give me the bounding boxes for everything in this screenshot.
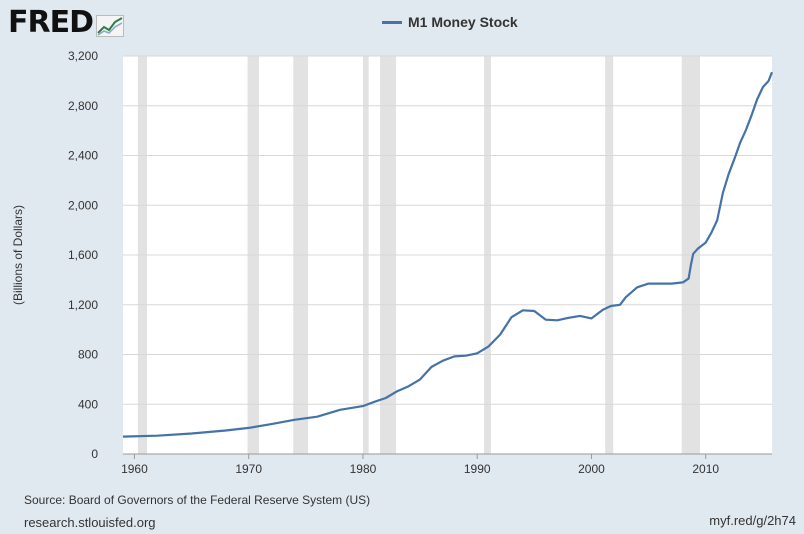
y-tick-label: 1,200 xyxy=(68,298,98,312)
y-tick-label: 2,000 xyxy=(68,198,98,212)
source-note: Source: Board of Governors of the Federa… xyxy=(24,493,371,507)
chart-legend: M1 Money Stock xyxy=(382,14,518,30)
y-tick-label: 1,600 xyxy=(68,248,98,262)
legend-swatch xyxy=(382,20,402,24)
logo-text: FRED xyxy=(8,5,94,40)
y-tick-label: 400 xyxy=(78,397,98,411)
site-link[interactable]: research.stlouisfed.org xyxy=(24,515,156,530)
y-tick-label: 2,400 xyxy=(68,149,98,163)
x-tick-label: 1990 xyxy=(464,462,491,476)
x-tick-label: 1960 xyxy=(121,462,148,476)
x-tick-label: 1980 xyxy=(350,462,377,476)
fred-logo[interactable]: FRED xyxy=(8,6,124,40)
y-tick-label: 800 xyxy=(78,348,98,362)
series-line-m1-money-stock xyxy=(122,71,774,438)
short-link[interactable]: myf.red/g/2h74 xyxy=(709,513,796,528)
x-tick-label: 2010 xyxy=(692,462,719,476)
y-tick-label: 2,800 xyxy=(68,99,98,113)
x-tick-label: 1970 xyxy=(235,462,262,476)
legend-label: M1 Money Stock xyxy=(408,14,518,30)
line-graph-icon xyxy=(96,15,124,37)
y-tick-label: 0 xyxy=(91,447,98,461)
x-tick-label: 2000 xyxy=(578,462,605,476)
y-tick-label: 3,200 xyxy=(68,49,98,63)
